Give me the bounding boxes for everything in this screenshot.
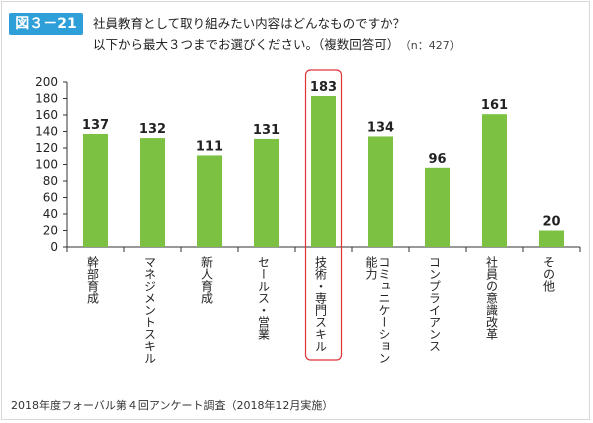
category-label: セールス・営業	[257, 256, 271, 340]
category-label: 技術・専門スキル	[314, 256, 328, 352]
value-label: 111	[196, 139, 223, 154]
y-tick-label: 180	[35, 92, 58, 106]
bar	[254, 138, 279, 247]
value-label: 96	[428, 152, 446, 167]
value-label: 20	[542, 215, 560, 230]
bar	[425, 167, 450, 247]
category-label: 新人育成	[200, 255, 214, 305]
value-label: 132	[139, 122, 166, 137]
y-tick-label: 0	[50, 240, 58, 254]
bar	[311, 96, 336, 248]
value-label: 137	[82, 118, 109, 133]
y-tick-label: 20	[43, 224, 58, 238]
value-label: 161	[481, 98, 508, 113]
category-label: コンプライアンス	[428, 256, 442, 352]
value-label: 131	[253, 123, 280, 138]
y-tick-label: 80	[43, 174, 58, 188]
question-line-1: 社員教育として取り組みたい内容はどんなものですか？	[93, 16, 406, 31]
highlight-box	[304, 69, 343, 361]
y-tick-label: 200	[35, 75, 58, 89]
question-line-2-text: 以下から最大３つまでお選びください。（複数回答可）	[93, 37, 400, 52]
bar	[83, 133, 108, 247]
bar	[539, 230, 564, 247]
y-tick-label: 100	[35, 158, 58, 172]
figure-label: 図３－21	[9, 13, 83, 35]
bar	[482, 114, 507, 247]
value-label: 134	[367, 120, 394, 135]
value-label: 183	[310, 80, 337, 95]
category-label: 幹部育成	[86, 255, 100, 305]
bar	[197, 155, 222, 247]
y-tick-label: 60	[43, 191, 58, 205]
category-label: その他	[542, 256, 556, 292]
y-tick-label: 140	[35, 125, 58, 139]
footnote: 2018年度フォーバル第４回アンケート調査（2018年12月実施）	[11, 399, 334, 412]
question-line-2: 以下から最大３つまでお選びください。（複数回答可） （n：427）	[93, 34, 461, 53]
bar	[368, 136, 393, 247]
y-tick-label: 120	[35, 141, 58, 155]
category-label: 能力	[364, 256, 378, 281]
y-tick-label: 40	[43, 207, 58, 221]
sample-size: （n：427）	[405, 39, 461, 52]
bar	[140, 138, 165, 247]
category-label: 社員の意識改革	[485, 255, 499, 340]
y-tick-label: 160	[35, 108, 58, 122]
category-label: マネジメントスキル	[143, 256, 157, 364]
category-label: コミュニケーション	[377, 256, 391, 364]
